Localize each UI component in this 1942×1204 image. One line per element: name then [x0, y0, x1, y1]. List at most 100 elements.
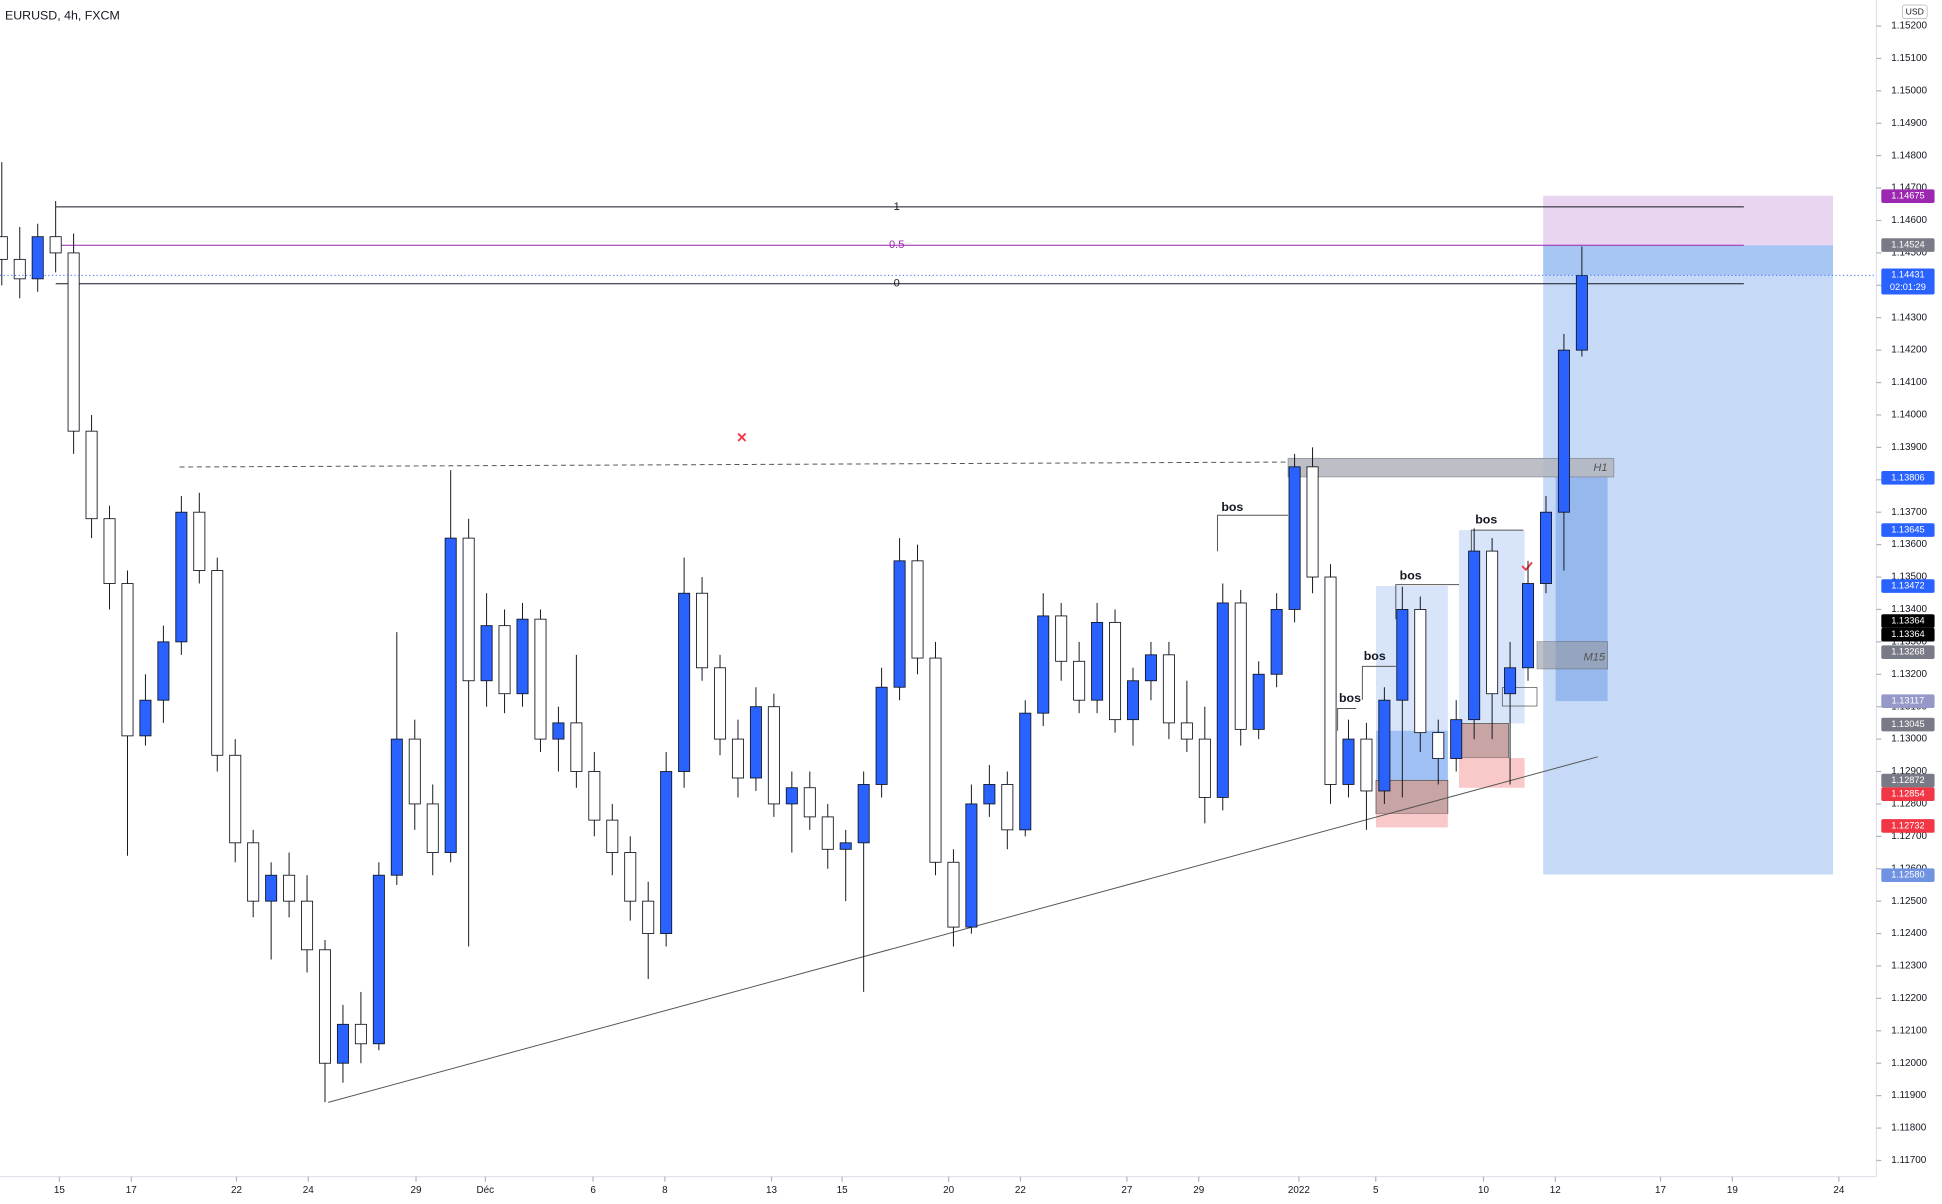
x-tick-label: 24 — [303, 1185, 315, 1196]
check-marker — [1521, 561, 1533, 572]
candle-body — [983, 784, 996, 805]
stop-zone — [1543, 245, 1834, 875]
x-tick-label: 8 — [662, 1185, 668, 1196]
y-tick-label: 1.12400 — [1891, 928, 1927, 939]
y-tick-label: 1.14800 — [1891, 150, 1927, 161]
price-tag-label: 1.12872 — [1891, 775, 1925, 785]
candle-body — [229, 754, 242, 844]
bos-label: bos — [1364, 649, 1386, 663]
candle-body — [1575, 275, 1588, 351]
y-tick-label: 1.14100 — [1891, 377, 1927, 388]
y-tick-label: 1.14300 — [1891, 312, 1927, 323]
candle-body — [283, 874, 296, 902]
candle-body — [211, 570, 224, 756]
candle-body — [1378, 699, 1391, 792]
price-tag — [1881, 189, 1935, 203]
currency-box — [1901, 4, 1928, 20]
candle-body — [534, 618, 547, 740]
x-tick-label: 12 — [1550, 1185, 1561, 1196]
price-tag-label: 1.12854 — [1891, 789, 1925, 799]
candle-body — [103, 518, 116, 584]
x-tick-label: 5 — [1373, 1185, 1379, 1196]
candle-body — [301, 900, 314, 951]
candle-body — [498, 625, 511, 695]
fib-label: 0 — [894, 278, 900, 290]
zone-label: M15 — [1583, 652, 1605, 664]
bos-label: bos — [1400, 568, 1422, 582]
candle-body — [857, 784, 870, 844]
candle-body — [1432, 732, 1445, 759]
y-tick-label: 1.15000 — [1891, 85, 1927, 96]
y-tick-label: 1.13500 — [1891, 572, 1927, 583]
y-tick-label: 1.14900 — [1891, 118, 1927, 129]
x-tick-label: 15 — [54, 1185, 66, 1196]
currency-label: USD — [1906, 7, 1924, 17]
candle-body — [85, 430, 98, 520]
x-tick-label: 17 — [126, 1185, 137, 1196]
candle-body — [408, 738, 421, 805]
candle-body — [318, 949, 332, 1064]
y-tick-label: 1.14500 — [1891, 248, 1927, 259]
x-marker — [737, 432, 747, 442]
price-tag-label: 1.14524 — [1891, 240, 1925, 250]
candle-body — [1252, 673, 1265, 730]
x-tick-label: 15 — [837, 1185, 849, 1196]
y-tick-label: 1.13200 — [1891, 669, 1927, 680]
candle-body — [1001, 784, 1014, 831]
y-tick-label: 1.15200 — [1891, 21, 1927, 32]
y-tick-label: 1.14700 — [1891, 183, 1927, 194]
candle-body — [336, 1023, 349, 1064]
range-box — [1375, 813, 1448, 828]
candle-body — [929, 657, 942, 863]
candle-body — [354, 1023, 367, 1045]
candle-body — [731, 738, 744, 779]
range-box — [1458, 758, 1525, 788]
y-tick-label: 1.11900 — [1891, 1090, 1927, 1101]
x-tick-label: Déc — [477, 1185, 495, 1196]
candle-body — [803, 787, 816, 818]
y-tick-label: 1.12500 — [1891, 896, 1927, 907]
candle-body — [372, 874, 385, 1045]
price-tag — [1881, 614, 1935, 628]
trend-line — [328, 756, 1598, 1103]
candle-body — [1522, 583, 1535, 669]
price-tag-label: 1.13806 — [1891, 472, 1925, 482]
y-tick-label: 1.12100 — [1891, 1025, 1927, 1036]
candle-body — [1144, 654, 1157, 682]
x-tick-label: 17 — [1655, 1185, 1666, 1196]
x-tick-label: 22 — [231, 1185, 242, 1196]
candle-body — [1504, 667, 1517, 695]
candle-body — [660, 771, 673, 935]
candle-body — [247, 842, 260, 902]
candle-body — [193, 511, 206, 571]
y-tick-label: 1.12200 — [1891, 993, 1927, 1004]
x-tick-label: 2022 — [1288, 1185, 1310, 1196]
price-tag — [1881, 238, 1935, 252]
candle-body — [1324, 576, 1337, 785]
y-tick-label: 1.13400 — [1891, 604, 1927, 615]
bos-label: bos — [1475, 513, 1497, 527]
y-tick-label: 1.11700 — [1891, 1155, 1927, 1166]
price-tag-label: 1.13364 — [1891, 629, 1925, 639]
x-tick-label: 20 — [943, 1185, 955, 1196]
price-tag-label: 1.13045 — [1891, 719, 1925, 729]
candle-body — [390, 738, 403, 876]
price-tag-label: 1.14431 — [1891, 270, 1925, 280]
y-tick-label: 1.12000 — [1891, 1058, 1927, 1069]
x-tick-label: 19 — [1727, 1185, 1739, 1196]
candle-body — [1360, 738, 1373, 792]
candle-body — [1037, 615, 1050, 714]
candle-body — [714, 667, 727, 740]
candle-body — [444, 537, 457, 853]
candle-body — [1288, 466, 1301, 610]
candle-body — [1109, 621, 1122, 721]
y-tick-label: 1.13300 — [1891, 636, 1927, 647]
bos-label: bos — [1339, 691, 1361, 705]
y-tick-label: 1.14200 — [1891, 345, 1927, 356]
candle-body — [1396, 609, 1409, 701]
price-tag — [1881, 645, 1935, 660]
candle-body — [767, 706, 780, 805]
candle-body — [157, 641, 170, 701]
candle-body — [0, 236, 8, 260]
